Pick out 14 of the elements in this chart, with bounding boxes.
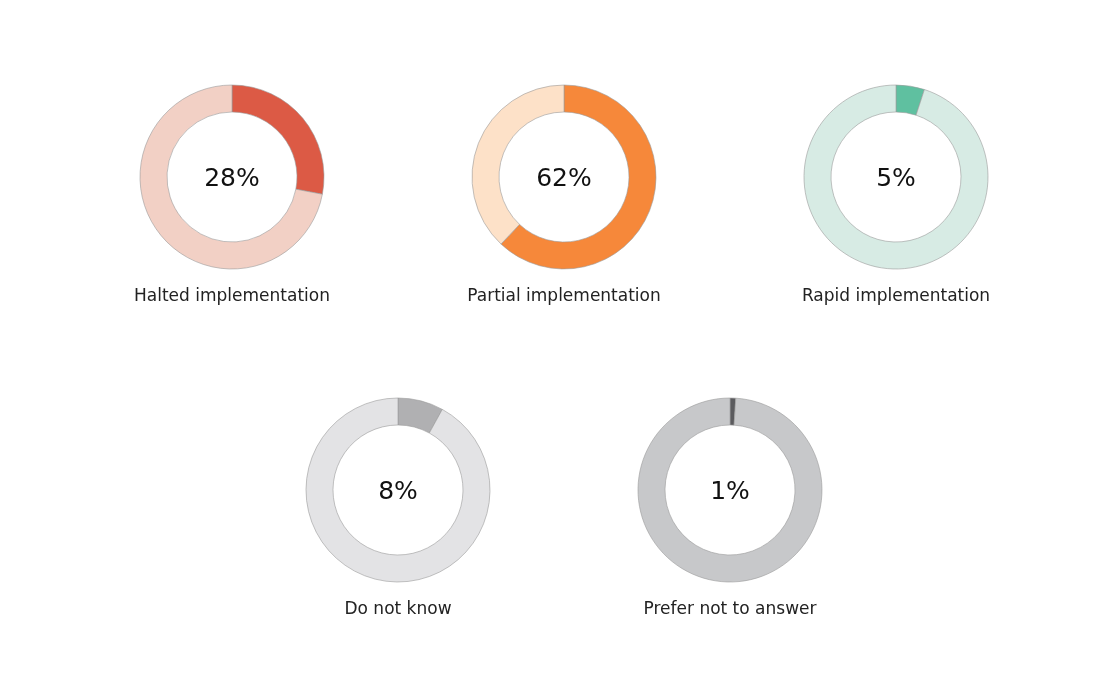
text: Prefer not to answer — [643, 598, 817, 618]
text: Partial implementation — [467, 285, 661, 305]
text: 62% — [536, 162, 592, 192]
donut-slice — [305, 397, 491, 583]
text: 28% — [204, 162, 260, 192]
text: Halted implementation — [134, 285, 330, 305]
text: 1% — [710, 475, 750, 505]
text: 8% — [378, 475, 418, 505]
donut-slice — [637, 397, 823, 583]
donut-slice — [139, 84, 323, 270]
donut-slice — [803, 84, 989, 270]
text: Rapid implementation — [801, 285, 991, 305]
text: Do not know — [344, 598, 452, 618]
text: 5% — [876, 162, 916, 192]
